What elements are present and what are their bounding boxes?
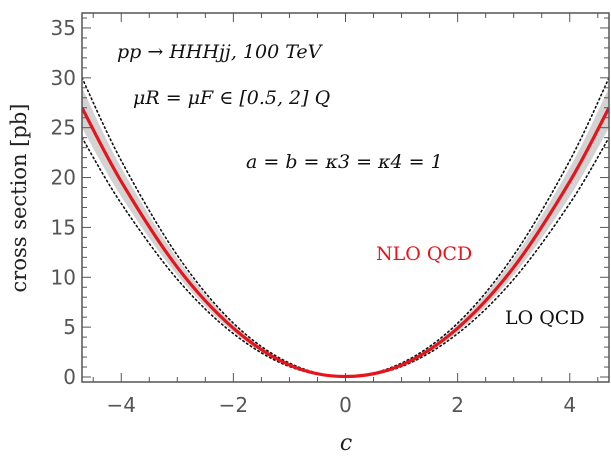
x-tick-label: 2 (451, 393, 464, 417)
y-tick-label: 10 (51, 265, 76, 289)
y-tick-label: 5 (63, 315, 76, 339)
y-tick-label: 15 (51, 215, 76, 239)
series-group (82, 77, 609, 379)
y-tick-label: 35 (51, 16, 76, 40)
lo-lower-line (82, 136, 609, 378)
x-tick-label: −4 (107, 393, 136, 417)
process-annotation: pp → HHHjj, 100 TeV (117, 41, 324, 63)
x-tick-label: −2 (219, 393, 248, 417)
scale-annotation: μR = μF ∈ [0.5, 2] Q (133, 87, 330, 109)
lo-upper-line (82, 77, 609, 378)
x-tick-label: 4 (563, 393, 576, 417)
y-axis-label: cross section [pb] (7, 104, 31, 293)
x-tick-label: 0 (339, 393, 352, 417)
y-tick-label: 0 (63, 365, 76, 389)
series-label-lo: LO QCD (505, 307, 585, 329)
y-tick-label: 30 (51, 66, 76, 90)
ticks-layer: −4 −2 0 2 4 0 5 10 15 20 25 30 35 (51, 13, 609, 417)
series-label-nlo: NLO QCD (376, 243, 472, 265)
couplings-annotation: a = b = κ3 = κ4 = 1 (246, 151, 443, 173)
y-tick-label: 20 (51, 166, 76, 190)
plot-area (82, 77, 609, 379)
plot-frame (81, 12, 610, 383)
x-axis-label: c (340, 431, 352, 456)
nlo-central-line (82, 106, 609, 379)
nlo-uncertainty-band (82, 87, 609, 377)
y-tick-label: 25 (51, 116, 76, 140)
